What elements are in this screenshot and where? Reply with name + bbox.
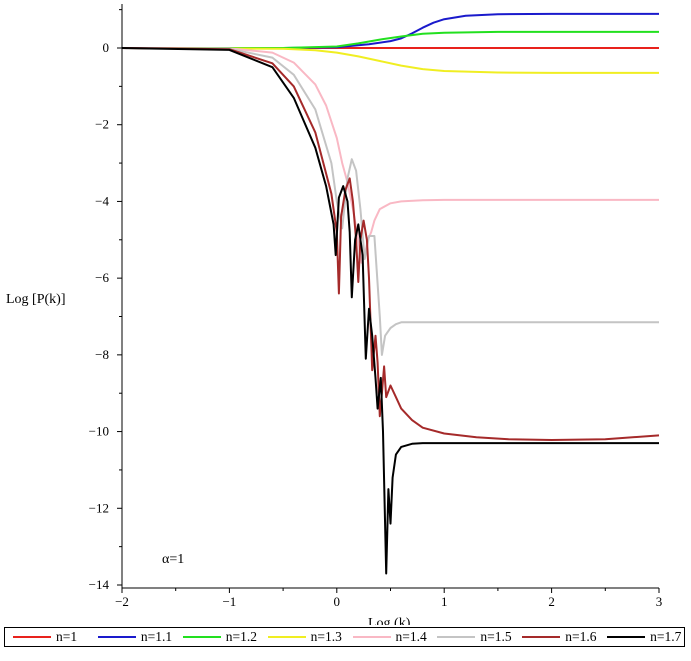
legend-label: n=1 [56,629,78,644]
y-tick-label: −8 [95,347,109,362]
legend-item: n=1.2 [175,628,260,646]
x-tick-label: 2 [548,594,555,609]
series-line-n-1-4 [121,47,659,264]
y-tick-label: −4 [95,193,109,208]
series-line-n-1-3 [121,47,659,74]
y-tick-label: −10 [89,424,109,439]
series-line-n-1-5 [121,47,659,356]
legend-label: n=1.6 [565,629,597,644]
x-tick-label: 0 [334,594,341,609]
plot-area: −2 −1 0 1 2 30−2−4−6−8−10−12−14 α=1 Log [P(k)… [6,4,663,625]
legend-label: n=1.2 [225,629,257,644]
legend-swatch [267,636,306,638]
series-line-n-1-1 [122,12,659,49]
legend-label: n=1.1 [140,629,173,644]
series-line-n-1-2 [122,30,659,49]
legend-item: n=1.6 [514,628,599,646]
ticks: −2 −1 0 1 2 30−2−4−6−8−10−12−14 [89,9,663,609]
legend-swatch [607,636,646,638]
y-axis-label: Log [P(k)] [6,292,66,307]
legend-item: n=1.7 [599,628,684,646]
y-tick-label: −6 [95,270,109,285]
legend-swatch [437,636,476,638]
x-tick-label: 3 [656,594,663,609]
legend-label: n=1.7 [650,629,682,644]
legend-label: n=1.4 [395,629,427,644]
series-lines [121,12,660,575]
series-line-n-1-7 [121,47,659,575]
legend-swatch [352,636,391,638]
legend-label: n=1.5 [480,629,512,644]
legend-item: n=1.1 [90,628,175,646]
legend-item: n=1.3 [260,628,345,646]
legend-swatch [97,636,136,638]
alpha-annotation: α=1 [162,552,184,567]
legend-swatch [13,636,51,638]
x-tick-label: −2 [115,594,129,609]
x-tick-label: −1 [222,594,236,609]
series-line-n-1-6 [121,47,660,441]
x-axis-label: Log (k) [368,616,411,625]
legend-item: n=1.5 [429,628,514,646]
legend-item: n=1 [5,628,90,646]
x-tick-label: 1 [441,594,448,609]
legend-swatch [182,636,221,638]
legend: n=1 n=1.1 n=1.2 n=1.3 n=1.4 n=1.5 n=1.6 n=1.7 [4,627,685,647]
y-tick-label: −2 [95,117,109,132]
y-tick-label: −12 [89,500,109,515]
legend-item: n=1.4 [345,628,430,646]
y-tick-label: 0 [103,40,110,55]
y-tick-label: −14 [89,577,110,592]
legend-label: n=1.3 [310,629,342,644]
legend-swatch [522,636,561,638]
